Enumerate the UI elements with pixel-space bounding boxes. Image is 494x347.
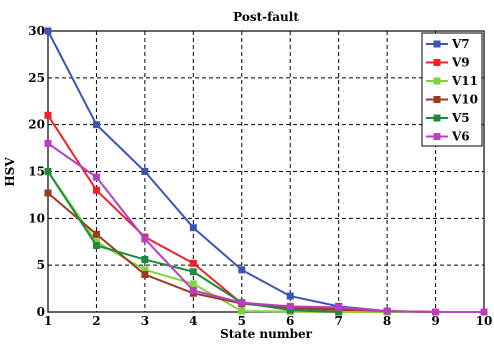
y-tick-label: 5: [37, 258, 45, 272]
legend-marker: [433, 59, 441, 66]
data-point: [189, 259, 197, 267]
chart-title: Post-fault: [233, 10, 299, 24]
data-point: [238, 299, 246, 307]
data-point: [238, 307, 246, 315]
legend-entry-v9: V9: [426, 56, 470, 70]
y-tick-label: 10: [28, 211, 45, 225]
data-point: [141, 266, 149, 274]
data-point: [141, 256, 149, 264]
x-tick-label: 10: [476, 314, 493, 328]
x-tick-label: 3: [141, 314, 149, 328]
legend-marker: [433, 133, 441, 140]
legend-marker: [433, 114, 441, 122]
legend-entry-v6: V6: [426, 130, 470, 144]
data-point: [335, 308, 343, 316]
legend-label: V7: [451, 37, 470, 51]
data-point: [44, 189, 52, 197]
data-point: [189, 286, 197, 294]
data-point: [286, 302, 294, 310]
x-tick-label: 2: [92, 314, 100, 328]
data-point: [189, 280, 197, 288]
y-tick-label: 0: [37, 305, 45, 319]
legend-box: [421, 32, 483, 147]
grid: [48, 31, 484, 312]
data-point: [92, 186, 100, 194]
legend-label: V11: [451, 74, 478, 88]
y-axis-label: HSV: [3, 157, 17, 187]
x-tick-label: 1: [44, 314, 52, 328]
legend-marker: [433, 77, 441, 85]
legend-marker: [433, 96, 441, 103]
x-tick-label: 6: [286, 314, 294, 328]
x-tick-label: 4: [189, 314, 197, 328]
data-point: [92, 173, 100, 181]
data-point: [141, 168, 149, 175]
data-point: [92, 241, 100, 249]
x-tick-label: 8: [383, 314, 391, 328]
data-point: [335, 303, 343, 311]
data-point: [44, 27, 52, 35]
y-tick-label: 20: [28, 118, 45, 132]
data-point: [92, 230, 100, 238]
data-point: [141, 235, 149, 243]
data-point: [286, 306, 294, 314]
data-point: [44, 111, 52, 119]
x-tick-label: 9: [431, 314, 439, 328]
y-tick-label: 15: [28, 165, 45, 179]
data-point: [92, 238, 100, 246]
legend-label: V10: [451, 93, 478, 107]
data-point: [383, 307, 391, 315]
legend-label: V5: [451, 111, 470, 125]
series-v5: [44, 168, 343, 316]
series: [44, 27, 488, 316]
legend-entry-v11: V11: [426, 74, 478, 88]
data-point: [286, 292, 294, 300]
data-point: [189, 224, 197, 232]
series-v6: [44, 139, 488, 316]
tick-labels: 1 2 3 4 5 6 7 8 9 10 0 5 10 15 20 25 30: [28, 24, 492, 328]
data-point: [480, 308, 488, 316]
data-point: [44, 168, 52, 175]
data-point: [189, 268, 197, 276]
y-tick-label: 25: [28, 71, 45, 85]
x-axis-label: State number: [220, 327, 313, 341]
data-point: [44, 139, 52, 147]
legend-entry-v7: V7: [426, 37, 470, 51]
x-tick-label: 5: [238, 314, 246, 328]
legend-label: V9: [451, 56, 470, 70]
legend-marker: [433, 40, 441, 48]
legend-entry-v5: V5: [426, 111, 470, 125]
data-point: [92, 121, 100, 129]
legend: V7 V9 V11 V10 V5 V6: [421, 32, 483, 147]
data-point: [432, 308, 440, 316]
data-point: [238, 266, 246, 274]
data-point: [141, 271, 149, 279]
series-line: [47, 142, 484, 313]
legend-entry-v10: V10: [426, 93, 478, 107]
y-tick-label: 30: [28, 24, 45, 38]
legend-label: V6: [451, 130, 470, 144]
x-tick-label: 7: [334, 314, 342, 328]
